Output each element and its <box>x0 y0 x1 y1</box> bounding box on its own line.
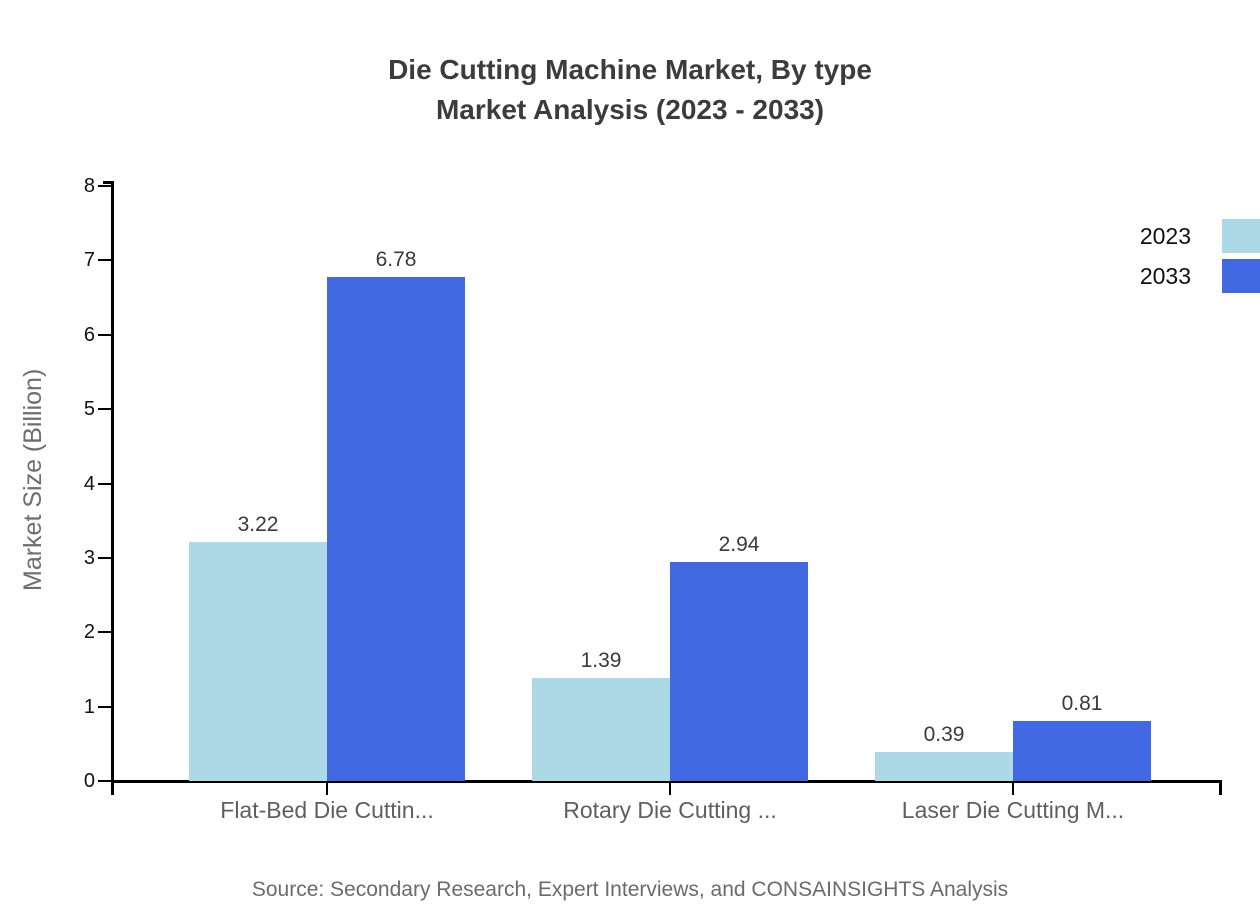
x-tick-2 <box>1012 781 1014 795</box>
y-tick-label-0: 0 <box>83 770 95 792</box>
y-tick-label-3: 3 <box>83 546 95 569</box>
x-axis-end-tick <box>1219 780 1222 795</box>
x-tick-1 <box>669 781 671 795</box>
category-label-1: Rotary Die Cutting ... <box>563 797 777 823</box>
legend-swatch-2023 <box>1222 219 1260 253</box>
y-tick-4 <box>98 482 111 485</box>
y-tick-label-6: 6 <box>83 323 95 346</box>
y-tick-label-4: 4 <box>83 472 95 495</box>
bar-value-2023-0: 3.22 <box>237 512 279 536</box>
bar-2033-1 <box>670 562 808 781</box>
y-tick-label-1: 1 <box>83 695 95 718</box>
bar-2023-1 <box>532 677 670 781</box>
category-label-2: Laser Die Cutting M... <box>901 797 1125 823</box>
legend-label-2033: 2033 <box>1139 262 1191 289</box>
bar-value-2033-2: 0.81 <box>1061 691 1103 715</box>
y-tick-label-5: 5 <box>83 398 95 421</box>
y-tick-label-8: 8 <box>83 175 95 197</box>
x-axis-line <box>111 780 1222 783</box>
legend-item-2033: 2033 <box>1140 259 1260 293</box>
bar-2033-0 <box>327 276 465 781</box>
y-tick-1 <box>98 705 111 708</box>
y-axis-line <box>111 181 114 795</box>
chart-title-line1: Die Cutting Machine Market, By type <box>388 54 872 85</box>
bar-value-2033-0: 6.78 <box>375 247 417 271</box>
bar-2033-2 <box>1013 720 1151 781</box>
legend-swatch-2033 <box>1222 259 1260 293</box>
y-tick-0 <box>98 780 111 782</box>
bar-value-2023-1: 1.39 <box>580 648 622 672</box>
y-tick-3 <box>98 556 111 559</box>
bar-value-2033-1: 2.94 <box>718 533 760 557</box>
y-tick-label-2: 2 <box>83 621 95 644</box>
y-tick-5 <box>98 408 111 411</box>
bar-2023-0 <box>189 541 327 781</box>
y-tick-8 <box>98 185 111 187</box>
y-tick-label-7: 7 <box>83 249 95 272</box>
legend: 2023 2033 <box>1140 219 1260 293</box>
chart-title: Die Cutting Machine Market, By type Mark… <box>0 50 1260 130</box>
bar-2023-2 <box>875 751 1013 781</box>
chart-title-line2: Market Analysis (2023 - 2033) <box>435 94 825 125</box>
y-axis-top-cap <box>103 181 111 184</box>
bar-value-2023-2: 0.39 <box>923 722 965 746</box>
source-note: Source: Secondary Research, Expert Inter… <box>251 878 1009 901</box>
legend-item-2023: 2023 <box>1140 219 1260 253</box>
y-tick-7 <box>98 259 111 262</box>
category-label-0: Flat-Bed Die Cuttin... <box>220 797 434 823</box>
y-tick-6 <box>98 333 111 336</box>
legend-label-2023: 2023 <box>1139 222 1191 249</box>
y-tick-2 <box>98 631 111 634</box>
x-tick-0 <box>326 781 328 795</box>
